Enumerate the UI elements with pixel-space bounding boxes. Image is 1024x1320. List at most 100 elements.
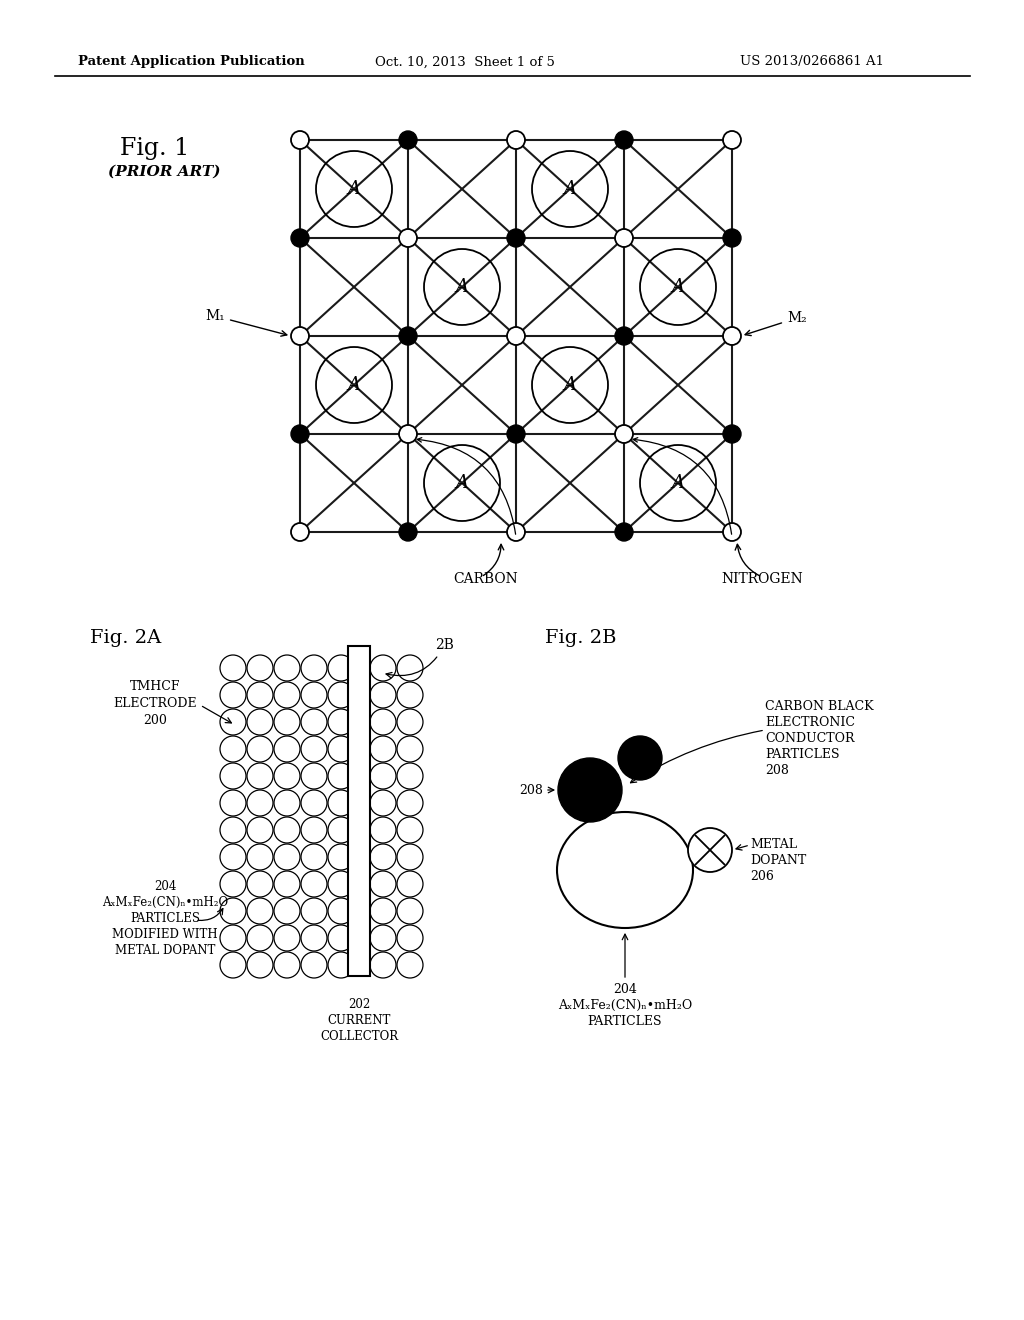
Circle shape: [291, 523, 309, 541]
Circle shape: [220, 843, 246, 870]
Circle shape: [274, 709, 300, 735]
Circle shape: [723, 425, 741, 444]
Circle shape: [328, 817, 354, 843]
Circle shape: [220, 682, 246, 708]
Circle shape: [370, 737, 396, 762]
Circle shape: [301, 763, 327, 789]
Circle shape: [399, 131, 417, 149]
Circle shape: [558, 758, 622, 822]
FancyArrowPatch shape: [198, 908, 223, 920]
Circle shape: [291, 131, 309, 149]
Circle shape: [247, 655, 273, 681]
Circle shape: [328, 925, 354, 950]
Circle shape: [274, 952, 300, 978]
FancyArrowPatch shape: [735, 544, 760, 576]
Text: M₂: M₂: [745, 312, 807, 335]
Circle shape: [397, 709, 423, 735]
Ellipse shape: [557, 812, 693, 928]
Circle shape: [507, 131, 525, 149]
Text: M₁: M₁: [206, 309, 287, 337]
Circle shape: [301, 709, 327, 735]
Circle shape: [399, 425, 417, 444]
Circle shape: [328, 789, 354, 816]
Circle shape: [220, 898, 246, 924]
Circle shape: [507, 425, 525, 444]
Circle shape: [399, 228, 417, 247]
Circle shape: [291, 425, 309, 444]
Circle shape: [274, 789, 300, 816]
Circle shape: [247, 682, 273, 708]
Circle shape: [370, 709, 396, 735]
Circle shape: [274, 843, 300, 870]
Circle shape: [723, 523, 741, 541]
Circle shape: [370, 682, 396, 708]
Text: CARBON BLACK
ELECTRONIC
CONDUCTOR
PARTICLES
208: CARBON BLACK ELECTRONIC CONDUCTOR PARTIC…: [765, 700, 873, 777]
Text: Fig. 2A: Fig. 2A: [90, 630, 161, 647]
FancyArrowPatch shape: [483, 544, 504, 576]
FancyArrowPatch shape: [548, 787, 554, 793]
Text: Patent Application Publication: Patent Application Publication: [78, 55, 305, 69]
Circle shape: [507, 523, 525, 541]
Circle shape: [247, 817, 273, 843]
FancyArrowPatch shape: [633, 438, 731, 535]
Circle shape: [370, 817, 396, 843]
Circle shape: [397, 871, 423, 898]
Circle shape: [328, 737, 354, 762]
Circle shape: [247, 737, 273, 762]
Circle shape: [615, 131, 633, 149]
Circle shape: [370, 871, 396, 898]
Circle shape: [291, 327, 309, 345]
Circle shape: [247, 898, 273, 924]
Circle shape: [301, 682, 327, 708]
Circle shape: [397, 682, 423, 708]
Circle shape: [274, 871, 300, 898]
Circle shape: [274, 763, 300, 789]
Circle shape: [301, 737, 327, 762]
Circle shape: [399, 327, 417, 345]
Text: A: A: [672, 279, 684, 296]
Circle shape: [274, 737, 300, 762]
Text: METAL
DOPANT
206: METAL DOPANT 206: [750, 838, 806, 883]
Circle shape: [397, 843, 423, 870]
Circle shape: [328, 871, 354, 898]
Circle shape: [328, 709, 354, 735]
Circle shape: [301, 925, 327, 950]
Circle shape: [301, 817, 327, 843]
Text: Fig. 2B: Fig. 2B: [545, 630, 616, 647]
FancyArrowPatch shape: [736, 845, 748, 850]
Circle shape: [328, 682, 354, 708]
Circle shape: [615, 327, 633, 345]
Circle shape: [688, 828, 732, 873]
Circle shape: [301, 952, 327, 978]
Circle shape: [220, 789, 246, 816]
Text: 2B: 2B: [386, 638, 454, 678]
FancyArrowPatch shape: [623, 935, 628, 977]
Circle shape: [220, 737, 246, 762]
Text: 204
AₓMₓFe₂(CN)ₙ•mH₂O
PARTICLES: 204 AₓMₓFe₂(CN)ₙ•mH₂O PARTICLES: [558, 983, 692, 1028]
Circle shape: [723, 131, 741, 149]
Circle shape: [397, 763, 423, 789]
Circle shape: [370, 952, 396, 978]
Circle shape: [274, 925, 300, 950]
Circle shape: [247, 709, 273, 735]
Circle shape: [723, 228, 741, 247]
Circle shape: [397, 817, 423, 843]
Text: A: A: [456, 474, 469, 492]
Text: A: A: [347, 180, 360, 198]
Circle shape: [301, 655, 327, 681]
Circle shape: [247, 763, 273, 789]
Circle shape: [220, 817, 246, 843]
Circle shape: [274, 655, 300, 681]
Circle shape: [291, 228, 309, 247]
Circle shape: [370, 898, 396, 924]
Circle shape: [274, 898, 300, 924]
Text: A: A: [456, 279, 469, 296]
Circle shape: [328, 843, 354, 870]
Text: US 2013/0266861 A1: US 2013/0266861 A1: [740, 55, 884, 69]
Circle shape: [220, 871, 246, 898]
Circle shape: [328, 763, 354, 789]
Text: NITROGEN: NITROGEN: [721, 572, 803, 586]
Circle shape: [247, 925, 273, 950]
Text: Oct. 10, 2013  Sheet 1 of 5: Oct. 10, 2013 Sheet 1 of 5: [375, 55, 555, 69]
Text: A: A: [563, 180, 577, 198]
